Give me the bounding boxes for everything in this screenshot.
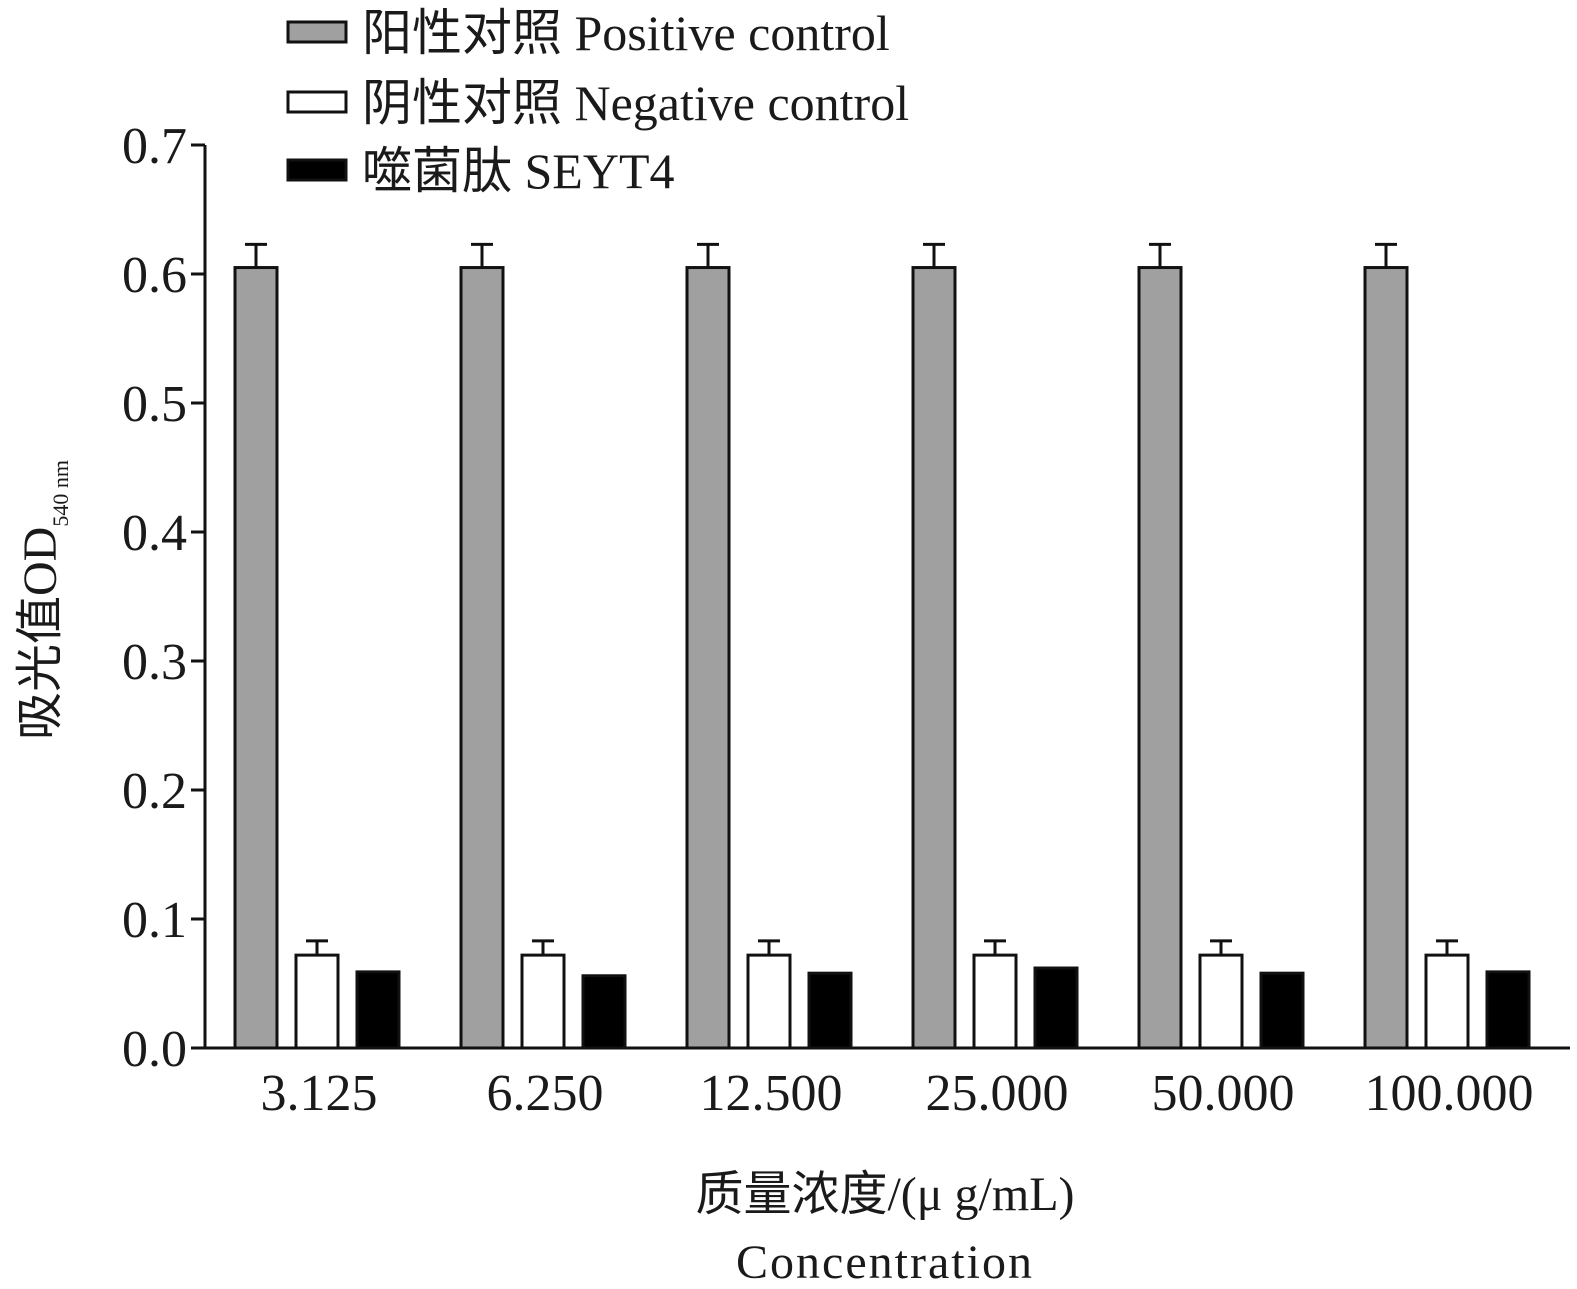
- y-tick-label: 0.2: [122, 763, 187, 820]
- bar-series-3: [581, 974, 627, 1050]
- y-ticks: 0.0 0.1 0.2 0.3 0.4 0.5 0.6 0.7: [122, 118, 205, 1078]
- x-axis-label-english: Concentration: [736, 1236, 1034, 1289]
- bar-series-1: [459, 266, 505, 1050]
- bar-series-3: [355, 970, 401, 1050]
- bar-series-1: [685, 266, 731, 1050]
- y-axis-label-main: 吸光值OD: [14, 527, 67, 740]
- x-tick-label: 100.000: [1365, 1065, 1534, 1122]
- legend-swatch-1: [286, 20, 348, 44]
- legend: 阳性对照 Positive control 阴性对照 Negative contr…: [286, 5, 909, 199]
- x-tick-label: 12.500: [700, 1065, 843, 1122]
- x-tick-label: 6.250: [487, 1065, 604, 1122]
- y-tick-label: 0.4: [122, 505, 187, 562]
- y-tick-label: 0.0: [122, 1021, 187, 1078]
- legend-label-2: 阴性对照 Negative control: [362, 75, 909, 131]
- bar-series-3: [1485, 970, 1531, 1050]
- y-axis-label: 吸光值OD540 nm: [14, 460, 73, 740]
- legend-label-1: 阳性对照 Positive control: [362, 5, 890, 61]
- legend-swatch-2: [286, 90, 348, 114]
- bar-series-1: [1137, 266, 1183, 1050]
- bars: [233, 242, 1531, 1050]
- bar-series-2: [294, 953, 340, 1050]
- x-tick-label: 3.125: [261, 1065, 378, 1122]
- axes: [203, 145, 1570, 1050]
- bar-series-2: [972, 953, 1018, 1050]
- legend-swatch-3: [286, 158, 348, 182]
- legend-label-3: 噬菌肽 SEYT4: [362, 143, 675, 199]
- y-tick-label: 0.3: [122, 634, 187, 691]
- bar-series-2: [746, 953, 792, 1050]
- bar-series-3: [1033, 966, 1079, 1050]
- bar-series-3: [1259, 971, 1305, 1050]
- x-ticks: 3.125 6.250 12.500 25.000 50.000 100.000: [261, 1065, 1534, 1122]
- bar-series-2: [520, 953, 566, 1050]
- bar-series-1: [233, 266, 279, 1050]
- bar-series-2: [1198, 953, 1244, 1050]
- bar-series-1: [1363, 266, 1409, 1050]
- bar-series-3: [807, 971, 853, 1050]
- bar-series-1: [911, 266, 957, 1050]
- x-tick-label: 50.000: [1152, 1065, 1295, 1122]
- y-axis-label-subscript: 540 nm: [48, 460, 73, 527]
- x-axis-label: 质量浓度/(μ g/mL): [695, 1168, 1074, 1221]
- y-tick-label: 0.7: [122, 118, 187, 175]
- y-tick-label: 0.1: [122, 892, 187, 949]
- x-tick-label: 25.000: [926, 1065, 1069, 1122]
- y-tick-label: 0.6: [122, 247, 187, 304]
- bar-series-2: [1424, 953, 1470, 1050]
- y-tick-label: 0.5: [122, 376, 187, 433]
